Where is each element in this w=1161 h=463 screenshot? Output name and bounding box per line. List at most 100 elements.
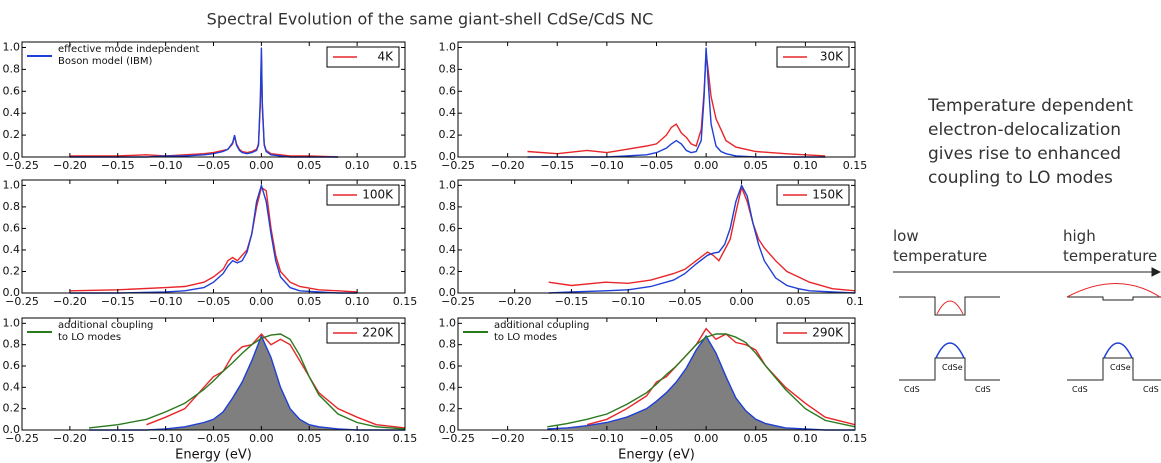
y-tick-label: 0.2 [3, 128, 21, 141]
low-core [899, 357, 1000, 381]
y-tick-label: 0.6 [439, 221, 457, 234]
high-label: high temperature [1063, 227, 1158, 265]
x-tick-label: −0.10 [611, 295, 645, 308]
legend-label: 220K [362, 326, 394, 340]
y-tick-label: 0.0 [3, 286, 21, 299]
x-tick-label: 0.15 [393, 432, 418, 445]
legend-box [326, 322, 400, 344]
y-tick-label: 0.4 [439, 243, 457, 256]
x-tick-label: 0.05 [786, 295, 811, 308]
x-axis-label: Energy (eV) [618, 448, 695, 463]
x-tick-label: −0.20 [53, 295, 87, 308]
x-tick-label: 0.05 [297, 159, 322, 172]
series-line [527, 47, 826, 158]
y-tick-label: 0.6 [3, 221, 21, 234]
shell-label: CdS [904, 385, 920, 394]
x-tick-label: 0.05 [297, 295, 322, 308]
area [547, 334, 855, 431]
core-label: CdSe [942, 363, 963, 372]
y-tick-label: 1.0 [439, 40, 457, 53]
series-line [586, 327, 856, 426]
y-tick-label: 0.0 [439, 286, 457, 299]
x-tick-label: −0.15 [540, 432, 574, 445]
legend-label: 4K [377, 50, 394, 64]
area [89, 334, 405, 431]
x-tick-label: −0.20 [491, 432, 525, 445]
legend-label: 150K [812, 188, 844, 202]
y-tick-label: 0.8 [439, 338, 457, 351]
legend-label: 290K [812, 326, 844, 340]
x-tick-label: 0.15 [393, 295, 418, 308]
x-tick-label: 0.00 [694, 159, 719, 172]
x-tick-label: −0.25 [5, 159, 39, 172]
x-tick-label: 0.10 [345, 295, 370, 308]
x-tick-label: 0.05 [744, 159, 769, 172]
x-tick-label: −0.15 [101, 432, 135, 445]
low-well [899, 296, 1000, 316]
y-tick-label: 0.4 [3, 243, 21, 256]
explanation: Temperature dependent electron-delocaliz… [928, 96, 1134, 188]
x-tick-label: −0.05 [640, 159, 674, 172]
x-tick-label: 0.10 [345, 432, 370, 445]
y-tick-label: 0.2 [3, 264, 21, 277]
legend-label: effective mode independent Boson model (… [58, 44, 200, 67]
y-tick-label: 0.2 [439, 402, 457, 415]
y-tick-label: 0.6 [3, 84, 21, 97]
x-tick-label: 0.15 [843, 432, 868, 445]
y-tick-label: 0.0 [439, 423, 457, 436]
y-tick-label: 0.8 [3, 338, 21, 351]
series-line [69, 186, 358, 293]
x-tick-label: −0.25 [5, 432, 39, 445]
x-tick-label: −0.10 [590, 159, 624, 172]
y-tick-label: 0.4 [3, 106, 21, 119]
series-line [69, 47, 338, 158]
core-label: CdSe [1110, 363, 1131, 372]
y-tick-label: 0.8 [439, 200, 457, 213]
x-tick-label: −0.20 [53, 159, 87, 172]
x-tick-label: 0.05 [297, 432, 322, 445]
y-tick-label: 0.8 [3, 200, 21, 213]
legend-label: additional coupling to LO modes [58, 320, 154, 343]
x-tick-label: −0.25 [441, 432, 475, 445]
axes-frame [457, 179, 856, 294]
series-line [69, 55, 339, 158]
y-tick-label: 0.6 [439, 84, 457, 97]
series-line [548, 183, 856, 294]
x-tick-label: −0.10 [149, 159, 183, 172]
legend-label-box: additional coupling to LO modes [58, 320, 154, 343]
series-line [548, 185, 856, 292]
x-tick-label: 0.00 [729, 295, 754, 308]
x-tick-label: −0.05 [640, 432, 674, 445]
y-tick-label: 0.0 [3, 150, 21, 163]
x-tick-label: 0.15 [843, 159, 868, 172]
y-tick-label: 0.4 [3, 380, 21, 393]
legend-label: 30K [820, 50, 844, 64]
series-line [146, 332, 406, 429]
legend-label-box: effective mode independent Boson model (… [58, 44, 200, 67]
figure-title: Spectral Evolution of the same giant-she… [207, 10, 654, 29]
low-label: low temperature [893, 227, 988, 265]
y-tick-label: 1.0 [3, 178, 21, 191]
legend-box [776, 46, 850, 68]
x-tick-label: −0.05 [197, 159, 231, 172]
x-tick-label: 0.10 [793, 432, 818, 445]
x-tick-label: 0.00 [249, 159, 274, 172]
x-tick-label: −0.15 [101, 159, 135, 172]
x-tick-label: 0.00 [694, 432, 719, 445]
shell-label: CdS [1143, 385, 1159, 394]
diagram [893, 267, 1161, 381]
shell-label: CdS [975, 385, 991, 394]
x-tick-label: 0.00 [249, 432, 274, 445]
y-tick-label: 0.4 [439, 106, 457, 119]
high-well [1067, 296, 1161, 301]
y-tick-label: 0.8 [3, 62, 21, 75]
x-tick-label: −0.10 [590, 432, 624, 445]
x-tick-label: −0.05 [668, 295, 702, 308]
y-tick-label: 0.6 [3, 359, 21, 372]
series-line [527, 52, 826, 157]
legend-label: additional coupling to LO modes [494, 320, 590, 343]
series-line [547, 333, 856, 428]
high-hole [1103, 342, 1133, 359]
high-core [1067, 357, 1161, 381]
